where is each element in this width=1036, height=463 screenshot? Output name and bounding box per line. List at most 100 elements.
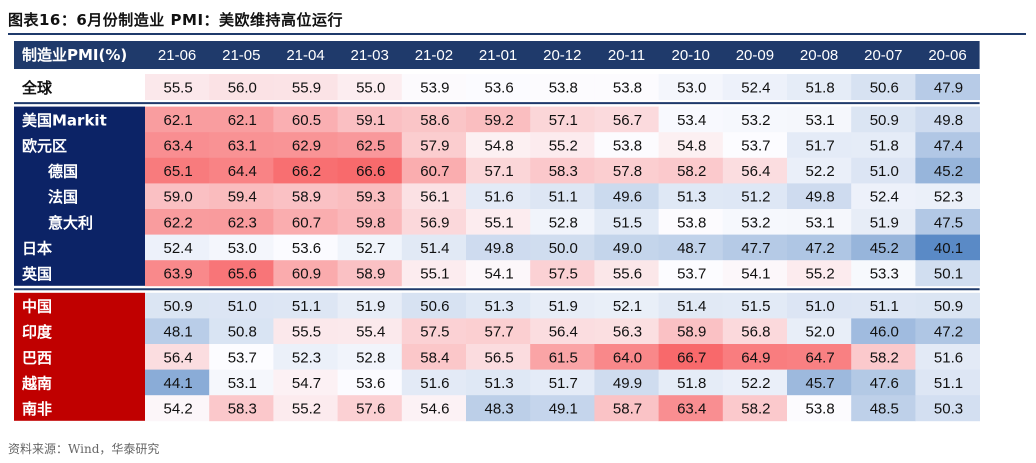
row-label: 日本 — [22, 239, 52, 257]
heat-cell — [787, 344, 852, 370]
heat-cell — [466, 106, 531, 133]
heat-cell — [466, 157, 531, 184]
heat-cell — [787, 106, 852, 133]
cell-value: 50.6 — [420, 298, 449, 315]
title-rule — [8, 33, 1026, 35]
cell-value: 51.3 — [484, 298, 513, 315]
heat-cell — [851, 234, 916, 261]
heat-cell — [851, 318, 916, 345]
cell-value: 56.0 — [228, 79, 257, 96]
heat-cell — [273, 318, 338, 345]
cell-value: 52.3 — [292, 349, 321, 366]
cell-value: 51.0 — [228, 298, 257, 315]
column-header: 20-11 — [608, 47, 645, 64]
cell-value: 62.3 — [228, 214, 257, 231]
cell-value: 40.1 — [934, 240, 963, 257]
row-label: 美国Markit — [22, 111, 107, 129]
cell-value: 54.8 — [677, 138, 706, 155]
heat-cell — [915, 209, 980, 235]
cell-value: 59.0 — [163, 189, 192, 206]
heat-cell — [722, 369, 788, 396]
cell-value: 49.8 — [805, 189, 834, 206]
heat-cell — [787, 260, 852, 287]
heat-cell — [209, 234, 274, 261]
heat-cell — [401, 132, 467, 159]
heat-cell — [530, 292, 595, 319]
row-label: 全球 — [21, 79, 53, 97]
heat-cell — [337, 209, 403, 235]
cell-value: 47.7 — [741, 240, 770, 257]
cell-value: 51.1 — [934, 375, 963, 392]
column-header: 20-07 — [864, 47, 902, 64]
heat-cell — [787, 209, 852, 235]
cell-value: 63.4 — [677, 401, 706, 418]
heat-cell — [851, 344, 916, 370]
cell-value: 56.9 — [420, 214, 449, 231]
heat-cell — [466, 74, 531, 100]
heat-cell — [273, 292, 338, 319]
cell-value: 49.8 — [484, 240, 513, 257]
cell-value: 53.7 — [741, 138, 770, 155]
header-bar — [14, 41, 980, 69]
cell-value: 51.9 — [549, 298, 578, 315]
heat-cell — [787, 74, 852, 100]
cell-value: 55.5 — [163, 79, 192, 96]
cell-value: 59.1 — [356, 112, 385, 129]
heat-cell — [530, 132, 595, 159]
cell-value: 55.2 — [292, 401, 321, 418]
heat-cell — [915, 183, 980, 210]
heat-cell — [658, 344, 724, 370]
heat-cell — [915, 234, 980, 261]
cell-value: 54.8 — [484, 138, 513, 155]
cell-value: 45.2 — [934, 163, 963, 180]
heat-cell — [722, 234, 788, 261]
heat-cell — [401, 369, 467, 396]
cell-value: 59.4 — [228, 189, 257, 206]
cell-value: 60.5 — [292, 112, 321, 129]
heat-cell — [530, 318, 595, 345]
cell-value: 53.2 — [741, 112, 770, 129]
cell-value: 52.3 — [934, 189, 963, 206]
heat-cell — [787, 234, 852, 261]
heat-cell — [594, 106, 659, 133]
heat-cell — [658, 292, 724, 319]
column-header: 21-06 — [158, 47, 196, 64]
cell-value: 52.7 — [356, 240, 385, 257]
cell-value: 57.8 — [613, 163, 642, 180]
heat-cell — [658, 183, 724, 210]
heat-cell — [594, 234, 659, 261]
heat-cell — [594, 318, 659, 345]
cell-value: 47.4 — [934, 138, 963, 155]
heat-cell — [401, 157, 467, 184]
cell-value: 54.2 — [163, 401, 192, 418]
heat-cell — [722, 318, 788, 345]
heat-cell — [337, 260, 403, 287]
heat-cell — [915, 74, 980, 100]
row-label: 越南 — [21, 374, 52, 392]
cell-value: 51.1 — [292, 298, 321, 315]
cell-value: 58.9 — [292, 189, 321, 206]
cell-value: 57.1 — [549, 112, 578, 129]
cell-value: 60.7 — [292, 214, 321, 231]
cell-value: 57.6 — [356, 401, 385, 418]
heat-cell — [851, 157, 916, 184]
cell-value: 53.1 — [805, 112, 834, 129]
cell-value: 55.4 — [356, 324, 385, 341]
heat-cell — [209, 260, 274, 287]
heat-cell — [658, 395, 724, 422]
heat-cell — [466, 344, 531, 370]
heat-cell — [851, 395, 916, 422]
cell-value: 50.6 — [870, 79, 899, 96]
cell-value: 51.6 — [934, 349, 963, 366]
heat-cell — [787, 395, 852, 422]
cell-value: 51.5 — [741, 298, 770, 315]
cell-value: 48.3 — [484, 401, 513, 418]
heat-cell — [145, 395, 210, 422]
heat-cell — [337, 132, 403, 159]
heat-cell — [658, 234, 724, 261]
cell-value: 56.5 — [484, 349, 513, 366]
cell-value: 65.6 — [228, 266, 257, 283]
cell-value: 51.6 — [484, 189, 513, 206]
heat-cell — [466, 260, 531, 287]
